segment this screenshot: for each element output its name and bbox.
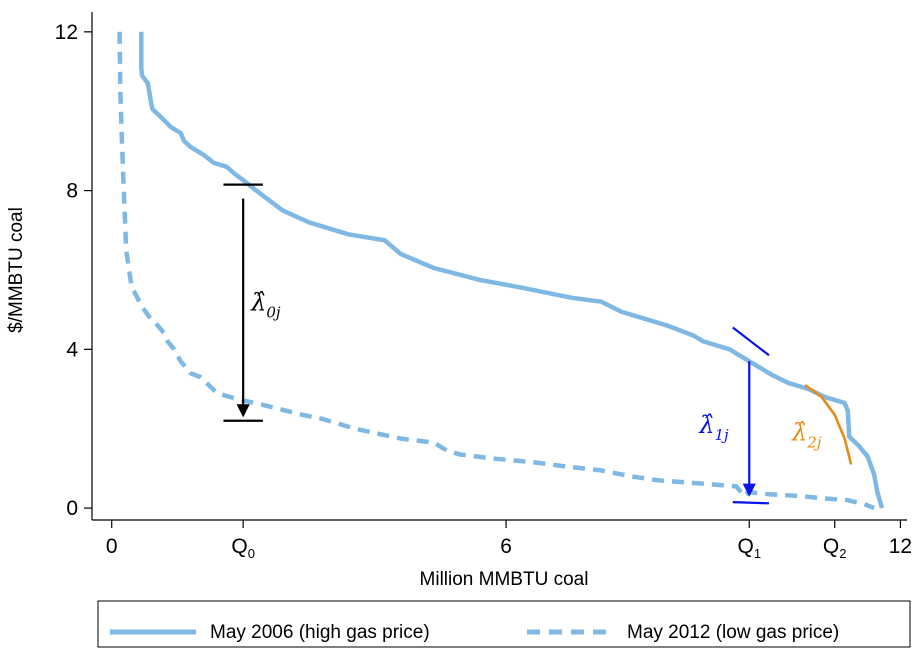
x-axis-ticks: 0 6 12	[106, 520, 912, 558]
lambda2-label-subscript: 2j	[806, 434, 822, 452]
y-tick-label: 12	[55, 21, 78, 44]
q-tick-label: Q2	[823, 535, 847, 561]
series-layer	[117, 31, 885, 511]
x-axis-title: Million MMBTU coal	[420, 569, 589, 590]
y-axis-title: $/MMBTU coal	[6, 207, 27, 333]
x-tick-label: 6	[500, 535, 512, 558]
legend: May 2006 (high gas price) May 2012 (low …	[97, 600, 911, 648]
q-label-main: Q	[823, 535, 839, 558]
lambda0-label: λ̂0j	[250, 289, 281, 322]
legend-label-2006: May 2006 (high gas price)	[210, 622, 430, 643]
x-tick-label: 0	[106, 535, 118, 558]
quantity-markers: Q0 Q1 Q2	[231, 520, 846, 561]
lambda1-slope	[732, 326, 770, 357]
y-tick-label: 8	[66, 180, 78, 203]
lambda1-label-subscript: 1j	[714, 426, 729, 444]
lambda2-curve	[804, 384, 853, 465]
lambda1-label-symbol: λ̂	[698, 411, 714, 439]
axes	[91, 12, 907, 521]
legend-label-2012: May 2012 (low gas price)	[627, 622, 839, 643]
lambda2-label: λ̂2j	[791, 419, 822, 452]
q-label-sub: 0	[248, 546, 255, 561]
series-line-2006	[139, 31, 885, 509]
series-line-2012	[117, 31, 875, 511]
q-label-main: Q	[737, 535, 753, 558]
y-tick-label: 4	[66, 338, 78, 361]
q-tick-label: Q1	[737, 535, 761, 561]
y-tick-label: 0	[66, 497, 78, 520]
lambda1-label: λ̂1j	[698, 411, 729, 444]
q-label-sub: 2	[839, 546, 846, 561]
q-label-main: Q	[231, 535, 247, 558]
q-label-sub: 1	[754, 546, 761, 561]
lambda0-label-subscript: 0j	[266, 304, 281, 322]
annotation-layer: λ̂0jλ̂1j λ̂2j	[223, 183, 853, 505]
lambda1-base	[732, 501, 770, 505]
q-tick-label: Q0	[231, 535, 255, 561]
legend-box	[97, 600, 911, 648]
x-tick-label: 12	[889, 535, 912, 558]
lambda0-label-symbol: λ̂	[250, 289, 266, 317]
lambda2-label-symbol: λ̂	[791, 419, 807, 447]
y-axis-ticks: 0 4 8 12	[55, 21, 92, 520]
